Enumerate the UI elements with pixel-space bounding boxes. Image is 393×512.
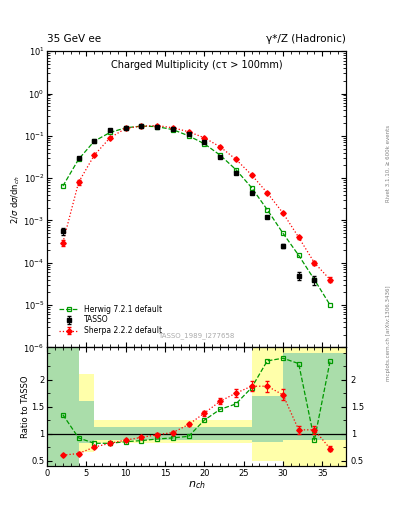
- Bar: [79, 401, 94, 443]
- Herwig 7.2.1 default: [233, 166, 238, 173]
- Herwig 7.2.1 default: [61, 183, 65, 189]
- Text: Rivet 3.1.10, ≥ 600k events: Rivet 3.1.10, ≥ 600k events: [386, 125, 391, 202]
- X-axis label: $n_{ch}$: $n_{ch}$: [187, 479, 206, 491]
- Herwig 7.2.1 default: [249, 184, 254, 190]
- Herwig 7.2.1 default: [139, 123, 144, 129]
- Y-axis label: 2/$\sigma$ d$\sigma$/dn$_{ch}$: 2/$\sigma$ d$\sigma$/dn$_{ch}$: [9, 175, 22, 224]
- Herwig 7.2.1 default: [92, 138, 97, 144]
- Herwig 7.2.1 default: [155, 123, 160, 130]
- Herwig 7.2.1 default: [265, 207, 270, 213]
- Text: TASSO_1989_I277658: TASSO_1989_I277658: [158, 332, 235, 338]
- Herwig 7.2.1 default: [76, 156, 81, 162]
- Bar: [94, 427, 252, 440]
- Bar: [283, 353, 346, 440]
- Legend: Herwig 7.2.1 default, TASSO, Sherpa 2.2.2 default: Herwig 7.2.1 default, TASSO, Sherpa 2.2.…: [57, 302, 165, 338]
- Herwig 7.2.1 default: [312, 276, 317, 283]
- Herwig 7.2.1 default: [202, 141, 207, 147]
- Text: γ*/Z (Hadronic): γ*/Z (Hadronic): [266, 33, 346, 44]
- Herwig 7.2.1 default: [296, 252, 301, 259]
- Herwig 7.2.1 default: [123, 125, 128, 131]
- Text: mcplots.cern.ch [arXiv:1306.3436]: mcplots.cern.ch [arXiv:1306.3436]: [386, 285, 391, 380]
- Herwig 7.2.1 default: [108, 130, 112, 136]
- Bar: [283, 348, 346, 466]
- Y-axis label: Ratio to TASSO: Ratio to TASSO: [21, 375, 30, 438]
- Herwig 7.2.1 default: [281, 230, 285, 236]
- Bar: [94, 420, 252, 443]
- Bar: [47, 348, 79, 466]
- Bar: [252, 396, 283, 442]
- Line: Herwig 7.2.1 default: Herwig 7.2.1 default: [61, 124, 332, 308]
- Bar: [252, 348, 283, 460]
- Text: Charged Multiplicity (cτ > 100mm): Charged Multiplicity (cτ > 100mm): [111, 60, 282, 70]
- Text: 35 GeV ee: 35 GeV ee: [47, 33, 101, 44]
- Herwig 7.2.1 default: [171, 126, 175, 133]
- Bar: [79, 374, 94, 453]
- Bar: [47, 348, 79, 466]
- Herwig 7.2.1 default: [218, 152, 222, 158]
- Herwig 7.2.1 default: [328, 302, 332, 308]
- Herwig 7.2.1 default: [186, 133, 191, 139]
